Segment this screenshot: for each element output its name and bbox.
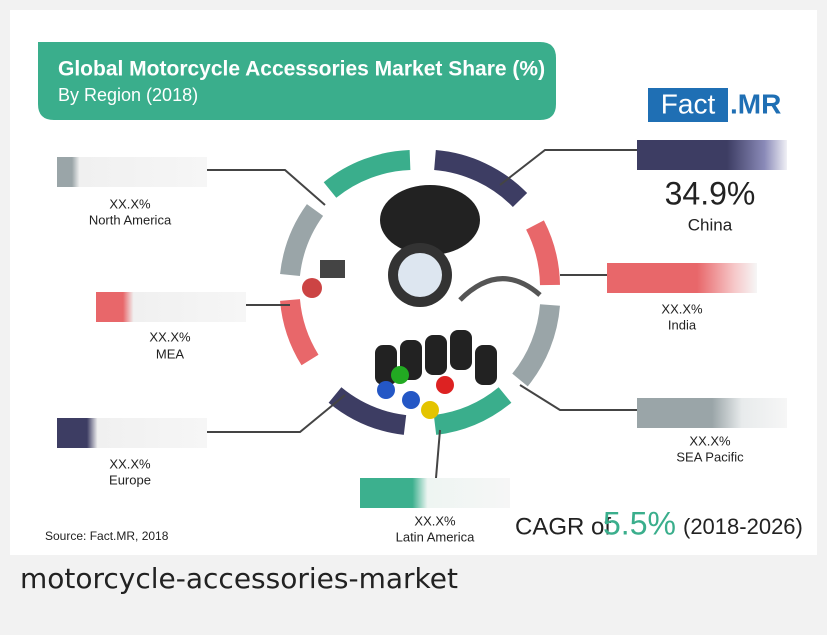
region-value: XX.X% [109,196,151,211]
region-bar [637,398,787,428]
region-name: North America [89,212,172,227]
infographic: Global Motorcycle Accessories Market Sha… [0,0,827,555]
region-bar [360,478,510,508]
source: Source: Fact.MR, 2018 [45,529,169,543]
region-value: 34.9% [665,175,756,211]
page: Global Motorcycle Accessories Market Sha… [0,0,827,635]
region-value: XX.X% [149,329,191,344]
region-name: MEA [156,346,185,361]
logo-right: .MR [730,88,781,119]
region-value: XX.X% [109,456,151,471]
region-name: India [668,317,697,332]
title-banner [38,42,556,120]
region-bar [57,418,207,448]
region-value: XX.X% [414,513,456,528]
region-name: Latin America [396,529,476,544]
region-name: Europe [109,472,151,487]
region-value: XX.X% [661,301,703,316]
region-name: China [688,215,733,234]
region-bar [96,292,246,322]
region-name: SEA Pacific [676,449,744,464]
region-value: XX.X% [689,433,731,448]
logo-left: Fact [661,88,716,119]
cagr-value: 5.5% [603,505,676,541]
region-bar [637,140,787,170]
cagr-period: (2018-2026) [683,514,803,539]
region-bar [607,263,757,293]
caption: motorcycle-accessories-market [20,562,458,595]
title: Global Motorcycle Accessories Market Sha… [58,58,545,81]
subtitle: By Region (2018) [58,85,198,105]
cagr-prefix: CAGR of [515,513,611,540]
region-bar [57,157,207,187]
